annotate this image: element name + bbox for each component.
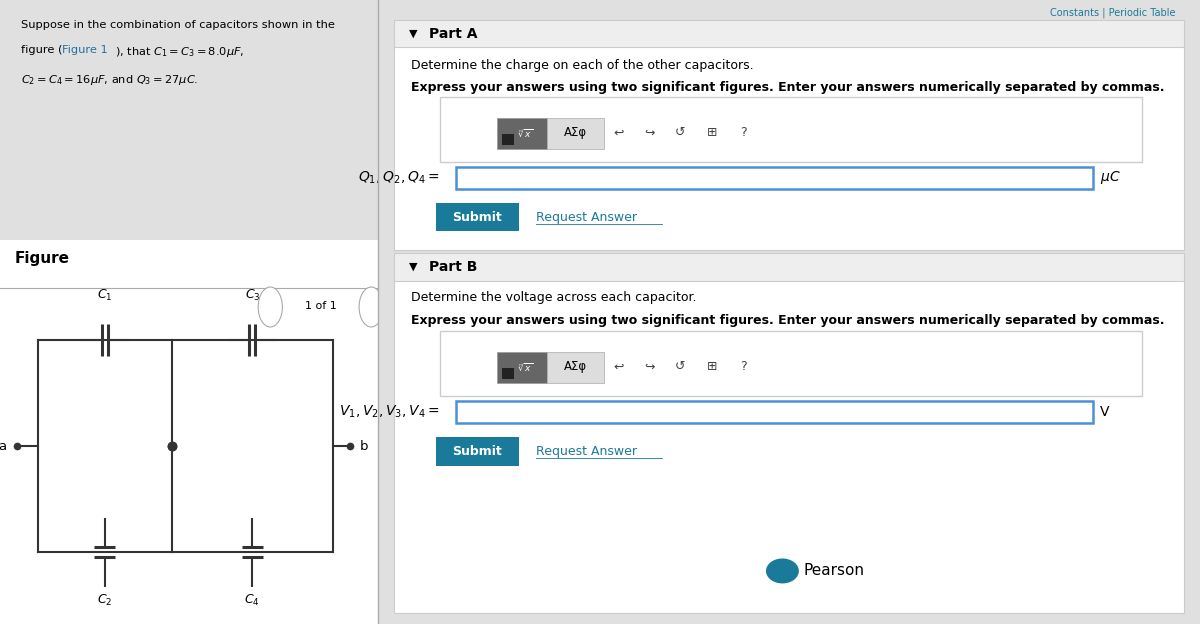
Text: b: b (360, 440, 368, 452)
Text: Part B: Part B (428, 260, 478, 274)
Text: ?: ? (739, 127, 746, 139)
Text: Figure: Figure (16, 251, 70, 266)
Text: ⊞: ⊞ (707, 361, 716, 373)
Text: AΣφ: AΣφ (564, 127, 587, 139)
Text: ↺: ↺ (676, 127, 685, 139)
Text: $\sqrt[n]{x}$: $\sqrt[n]{x}$ (518, 127, 534, 139)
FancyBboxPatch shape (0, 240, 378, 624)
Text: Determine the voltage across each capacitor.: Determine the voltage across each capaci… (410, 291, 696, 304)
FancyBboxPatch shape (395, 253, 1183, 281)
Text: ↪: ↪ (644, 361, 654, 373)
Text: $V_1, V_2, V_3, V_4 =$: $V_1, V_2, V_3, V_4 =$ (340, 404, 439, 420)
FancyBboxPatch shape (546, 118, 604, 149)
Text: Part A: Part A (428, 27, 478, 41)
Text: $C_3$: $C_3$ (245, 288, 260, 303)
Text: Express your answers using two significant figures. Enter your answers numerical: Express your answers using two significa… (410, 81, 1164, 94)
FancyBboxPatch shape (395, 20, 1183, 47)
Text: >: > (367, 302, 376, 312)
FancyBboxPatch shape (502, 134, 514, 145)
Text: ?: ? (739, 361, 746, 373)
Text: $C_2$: $C_2$ (97, 593, 113, 608)
Text: $\sqrt[n]{x}$: $\sqrt[n]{x}$ (518, 361, 534, 373)
Text: Express your answers using two significant figures. Enter your answers numerical: Express your answers using two significa… (410, 314, 1164, 328)
Text: Request Answer: Request Answer (536, 445, 637, 457)
Text: ▼: ▼ (409, 262, 418, 272)
FancyBboxPatch shape (456, 401, 1093, 423)
Text: $C_4$: $C_4$ (245, 593, 260, 608)
FancyBboxPatch shape (546, 352, 604, 383)
Circle shape (359, 287, 383, 327)
FancyBboxPatch shape (437, 203, 518, 231)
Circle shape (766, 558, 799, 583)
Text: Figure 1: Figure 1 (62, 45, 108, 55)
FancyBboxPatch shape (456, 167, 1093, 189)
Text: $\mu C$: $\mu C$ (1099, 169, 1121, 187)
FancyBboxPatch shape (395, 256, 1183, 613)
Text: Submit: Submit (452, 211, 503, 223)
Text: Submit: Submit (452, 445, 503, 457)
Text: Pearson: Pearson (804, 563, 865, 578)
FancyBboxPatch shape (497, 352, 546, 383)
Text: p: p (778, 564, 787, 578)
Text: ↩: ↩ (613, 361, 624, 373)
Text: 1 of 1: 1 of 1 (305, 301, 336, 311)
Text: $C_2 = C_4 = 16\mu F$, and $Q_3 = 27\mu C$.: $C_2 = C_4 = 16\mu F$, and $Q_3 = 27\mu … (20, 73, 198, 87)
Circle shape (258, 287, 282, 327)
Text: figure (: figure ( (20, 45, 62, 55)
Text: Suppose in the combination of capacitors shown in the: Suppose in the combination of capacitors… (20, 20, 335, 30)
FancyBboxPatch shape (502, 368, 514, 379)
FancyBboxPatch shape (439, 97, 1142, 162)
Text: Determine the charge on each of the other capacitors.: Determine the charge on each of the othe… (410, 59, 754, 72)
Text: ↩: ↩ (613, 127, 624, 139)
Text: AΣφ: AΣφ (564, 361, 587, 373)
Text: ↺: ↺ (676, 361, 685, 373)
Text: $C_1$: $C_1$ (97, 288, 113, 303)
Text: <: < (266, 302, 275, 312)
FancyBboxPatch shape (395, 20, 1183, 250)
Text: Constants | Periodic Table: Constants | Periodic Table (1050, 7, 1175, 18)
Text: a: a (0, 440, 7, 452)
Text: ), that $C_1 = C_3 = 8.0\mu F$,: ), that $C_1 = C_3 = 8.0\mu F$, (115, 45, 245, 59)
FancyBboxPatch shape (497, 118, 546, 149)
Text: ↪: ↪ (644, 127, 654, 139)
FancyBboxPatch shape (439, 331, 1142, 396)
FancyBboxPatch shape (437, 437, 518, 466)
Text: Request Answer: Request Answer (536, 211, 637, 223)
Text: ▼: ▼ (409, 29, 418, 39)
Text: V: V (1099, 405, 1109, 419)
Text: $Q_1, Q_2, Q_4 =$: $Q_1, Q_2, Q_4 =$ (358, 170, 439, 186)
Text: ⊞: ⊞ (707, 127, 716, 139)
